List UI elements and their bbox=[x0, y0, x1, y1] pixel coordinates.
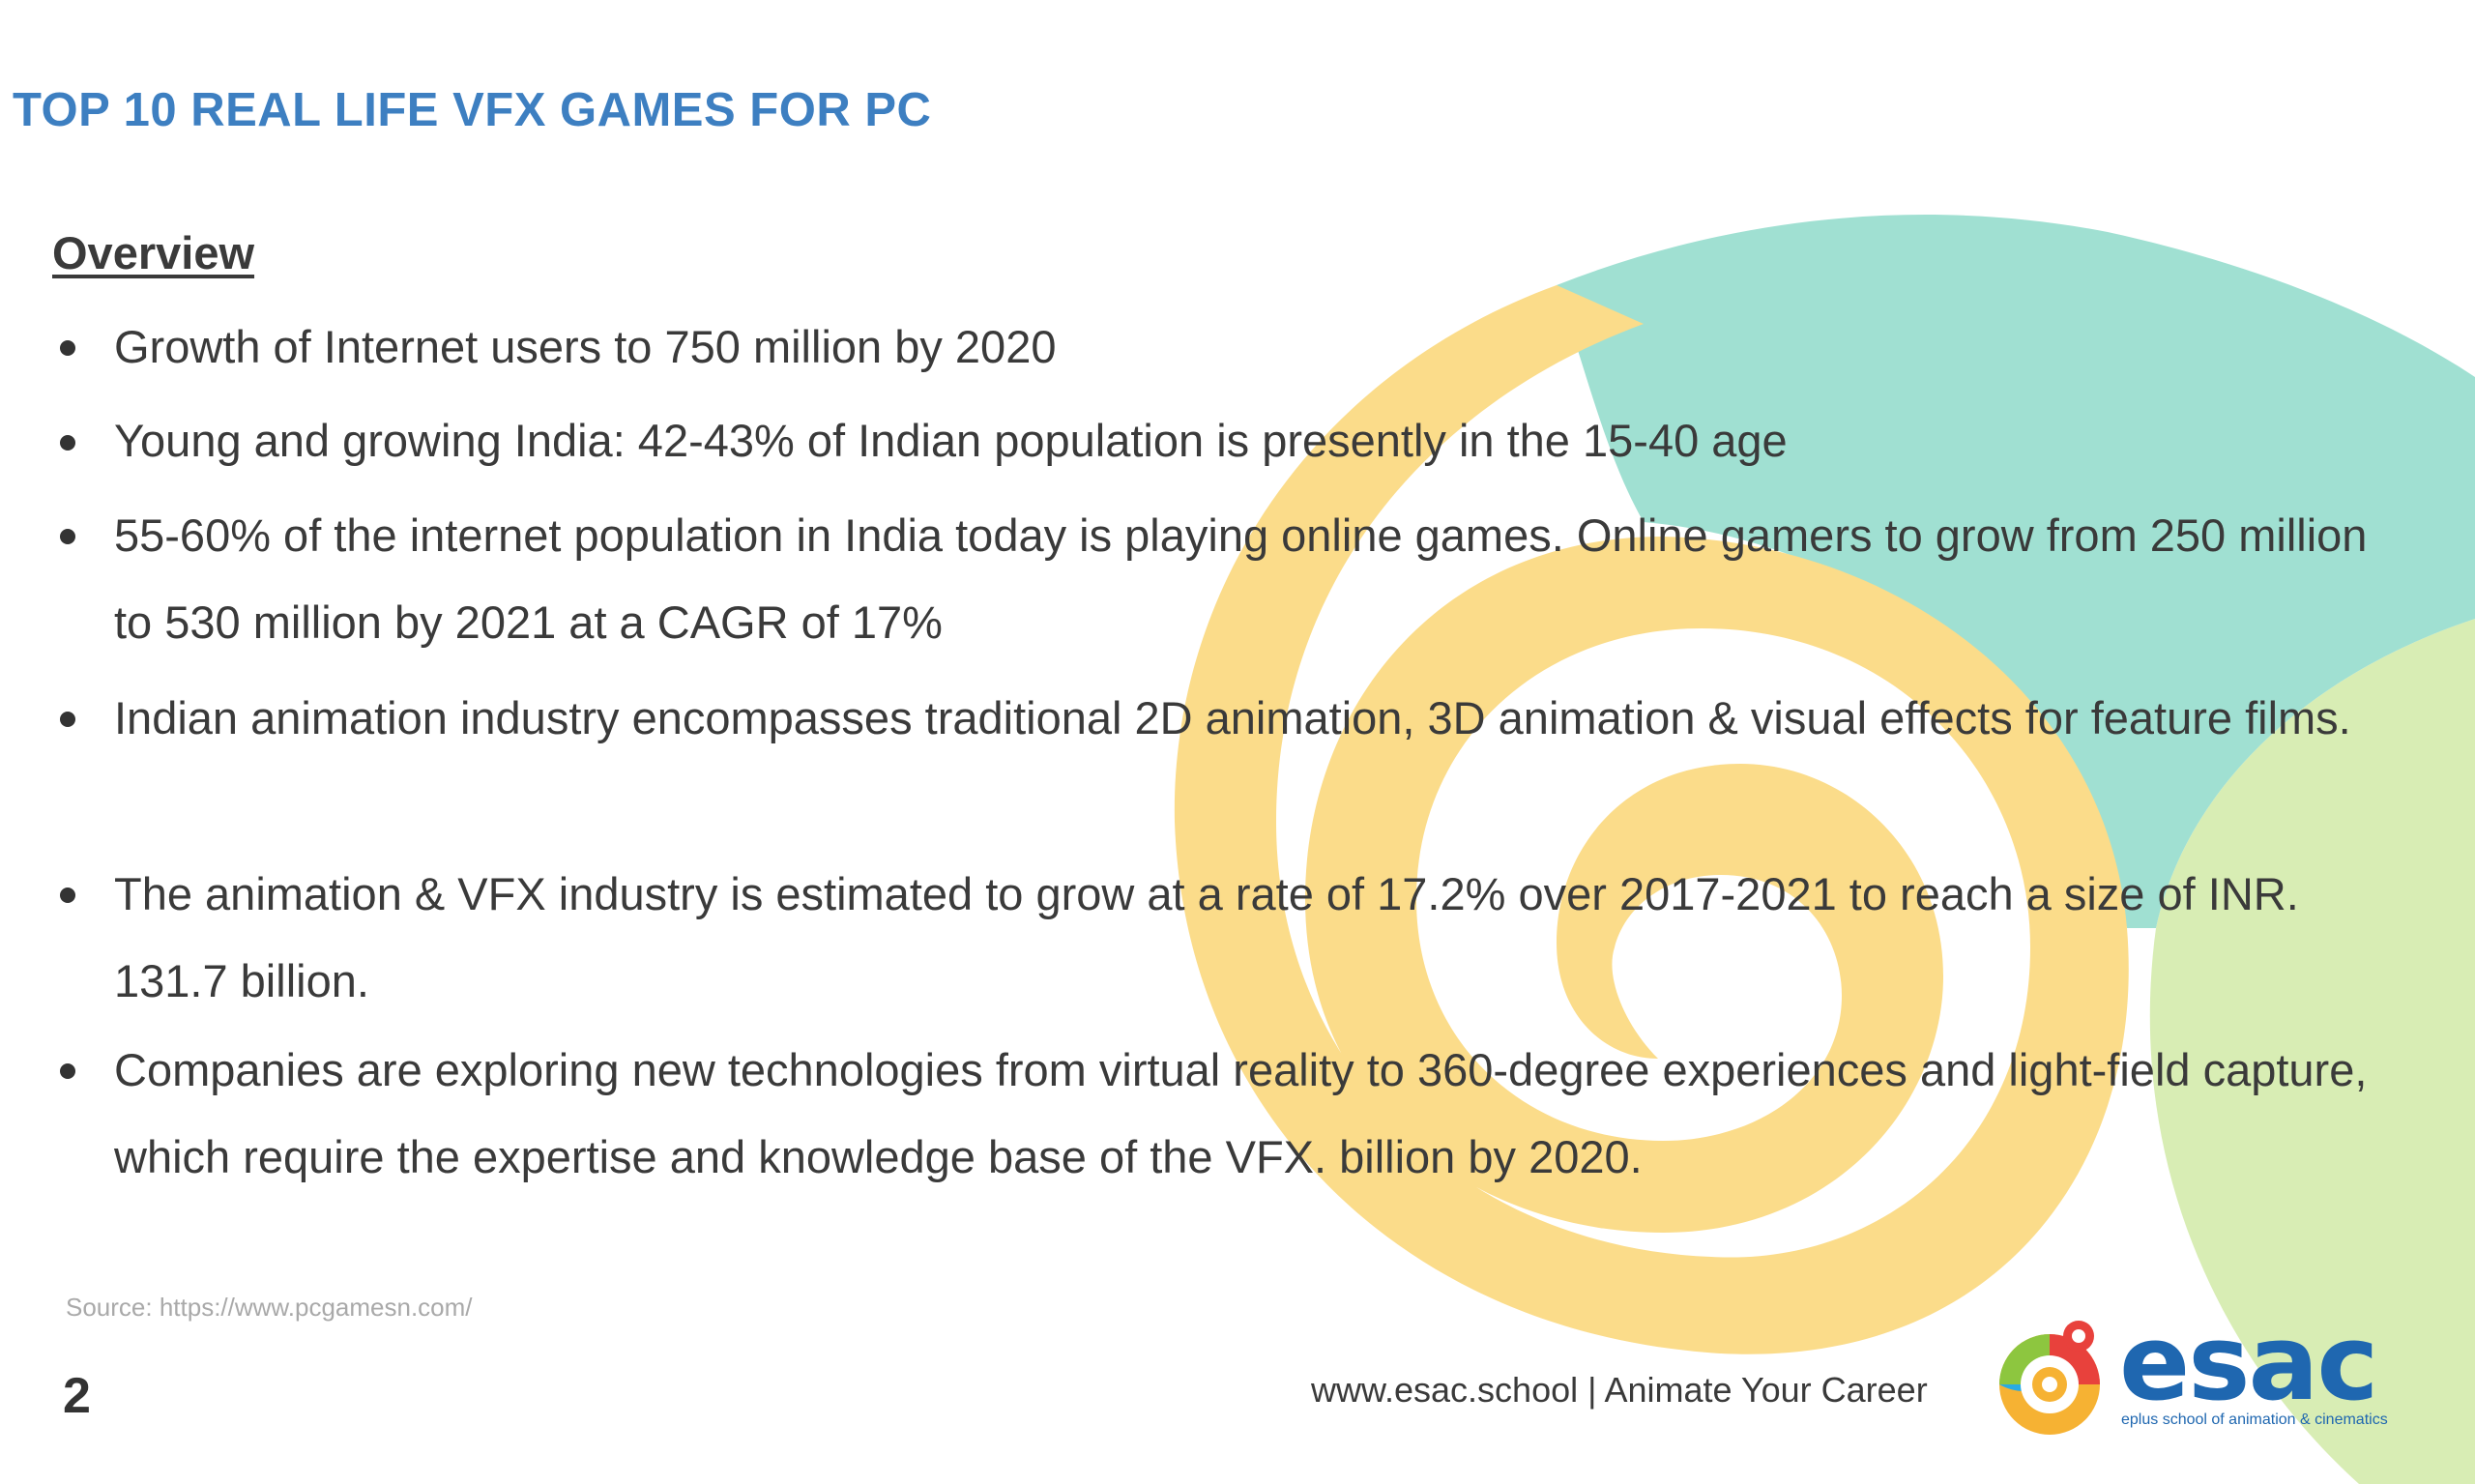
bullet-item-2: Young and growing India: 42-43% of India… bbox=[114, 415, 1788, 466]
bullet-item-4: Indian animation industry encompasses tr… bbox=[114, 692, 2351, 743]
logo-wordmark: esac bbox=[2119, 1303, 2378, 1424]
bullet-item-6: Companies are exploring new technologies… bbox=[114, 1044, 2368, 1182]
chameleon-swirl-icon bbox=[1999, 1321, 2100, 1435]
footer-tagline: www.esac.school | Animate Your Career bbox=[1311, 1370, 1928, 1410]
bullet-dot bbox=[60, 887, 75, 903]
bullet-dot bbox=[60, 340, 75, 356]
section-heading: Overview bbox=[52, 227, 255, 278]
esac-logo: esac eplus school of animation & cinemat… bbox=[1994, 1303, 2419, 1440]
bullet-dot bbox=[60, 712, 75, 727]
page-number: 2 bbox=[63, 1368, 91, 1424]
bullet-item-5: The animation & VFX industry is estimate… bbox=[114, 868, 2299, 1006]
logo-tagline: eplus school of animation & cinematics bbox=[2121, 1411, 2388, 1428]
bullet-item-3: 55-60% of the internet population in Ind… bbox=[114, 509, 2368, 648]
slide-title: TOP 10 REAL LIFE VFX GAMES FOR PC bbox=[13, 84, 932, 136]
source-citation: Source: https://www.pcgamesn.com/ bbox=[66, 1293, 473, 1322]
bullet-dot bbox=[60, 1063, 75, 1079]
bullet-dot bbox=[60, 435, 75, 451]
bullet-dot bbox=[60, 529, 75, 544]
bullet-item-1: Growth of Internet users to 750 million … bbox=[114, 321, 1057, 372]
